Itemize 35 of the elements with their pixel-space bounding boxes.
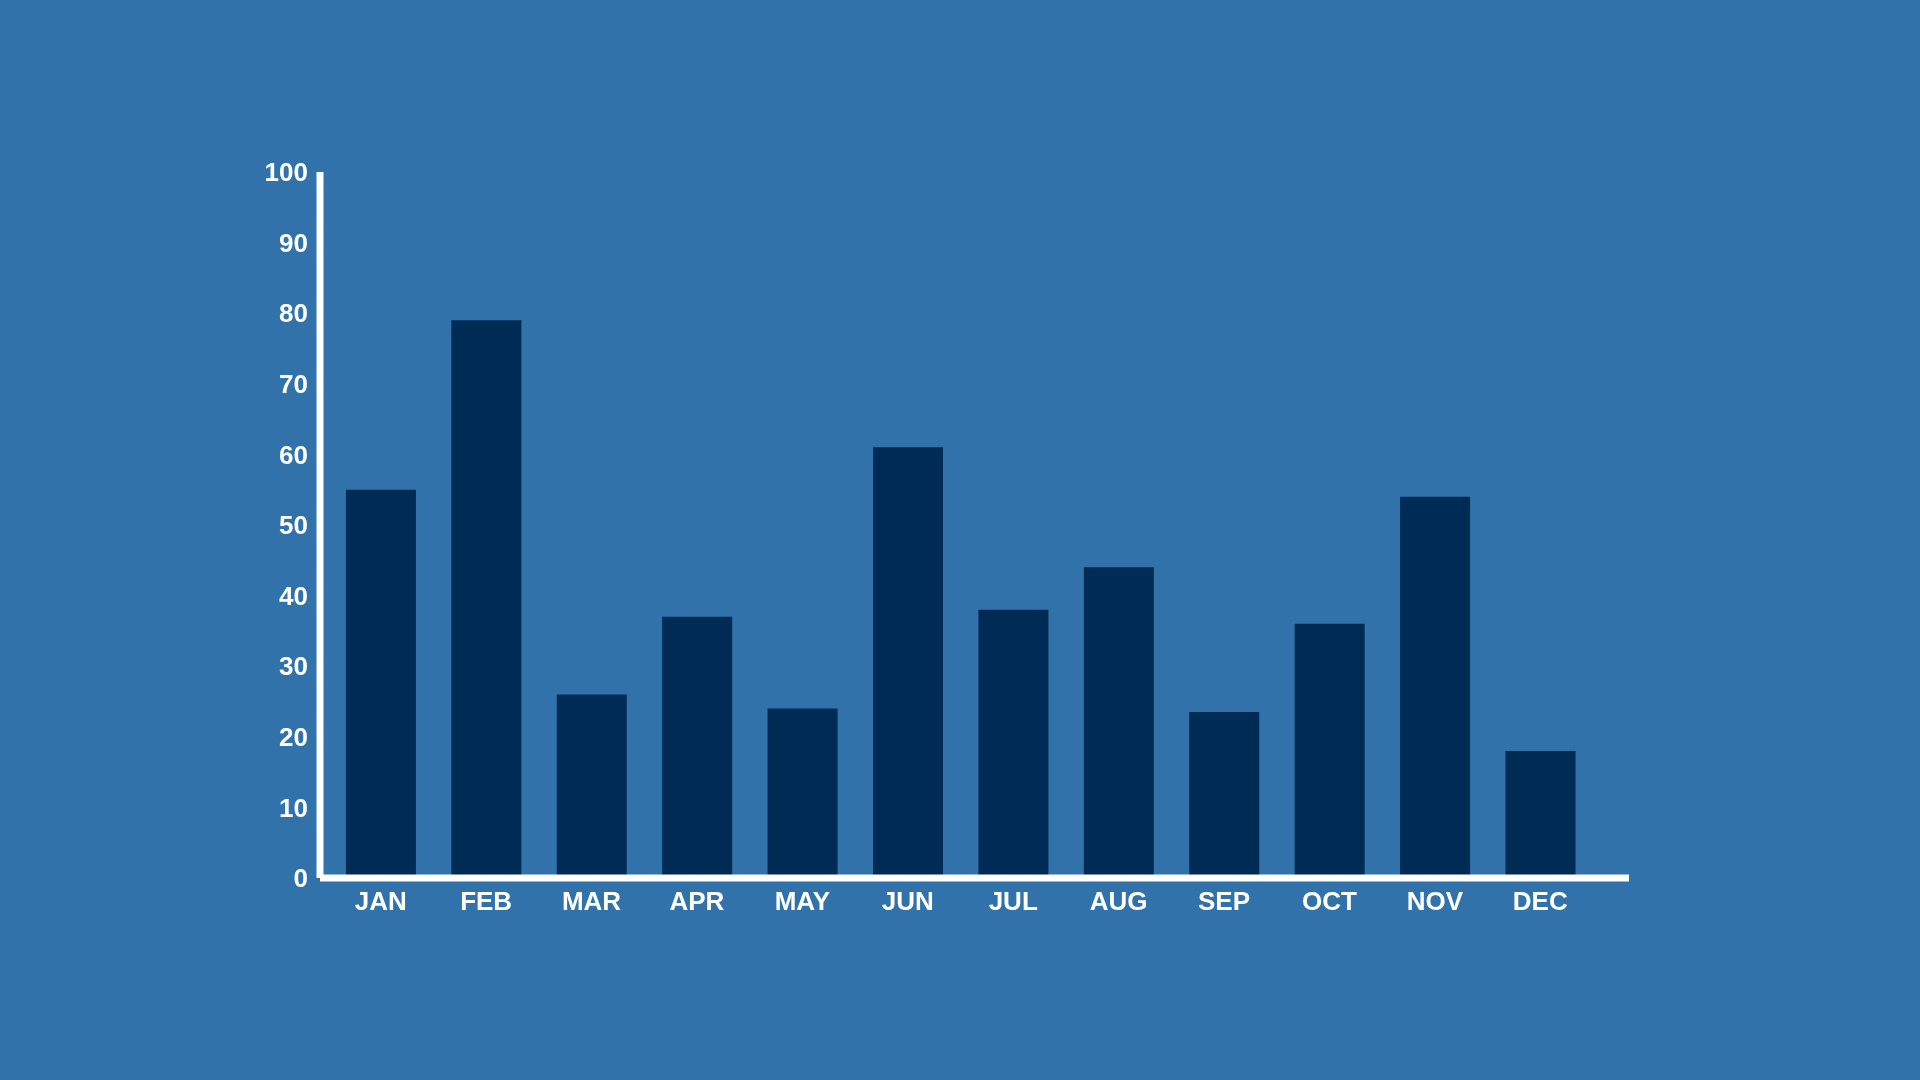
- bar: [451, 320, 522, 878]
- bar: [1505, 750, 1576, 878]
- bar: [662, 616, 733, 878]
- x-tick-label: OCT: [1302, 886, 1358, 917]
- y-tick-label: 50: [279, 510, 308, 541]
- bar: [873, 447, 943, 878]
- y-tick-label: 60: [279, 439, 308, 470]
- x-tick-label: FEB: [460, 886, 513, 917]
- x-tick-label: JUN: [881, 886, 934, 917]
- bar: [556, 694, 627, 878]
- y-tick-label: 100: [264, 157, 308, 188]
- y-tick-label: 10: [279, 792, 308, 823]
- x-tick-label: AUG: [1089, 886, 1148, 917]
- bar: [1400, 496, 1471, 878]
- x-tick-label: APR: [669, 886, 725, 917]
- x-tick-label: JUL: [988, 886, 1038, 917]
- x-tick-label: SEP: [1198, 886, 1251, 917]
- y-tick-label: 0: [293, 863, 308, 894]
- x-tick-label: JAN: [354, 886, 407, 917]
- y-tick-label: 30: [279, 651, 308, 682]
- x-tick-label: DEC: [1512, 886, 1568, 917]
- y-tick-label: 20: [279, 722, 308, 753]
- x-tick-label: MAR: [561, 886, 622, 917]
- x-tick-label: NOV: [1406, 886, 1464, 917]
- bar: [1189, 712, 1260, 878]
- x-tick-label: MAY: [774, 886, 831, 917]
- bar: [1083, 567, 1154, 878]
- bar: [345, 489, 416, 878]
- y-tick-label: 80: [279, 298, 308, 329]
- y-tick-label: 40: [279, 580, 308, 611]
- bar: [1294, 623, 1365, 878]
- y-tick-label: 90: [279, 227, 308, 258]
- bar: [767, 708, 838, 878]
- y-tick-label: 70: [279, 369, 308, 400]
- bar: [978, 609, 1049, 878]
